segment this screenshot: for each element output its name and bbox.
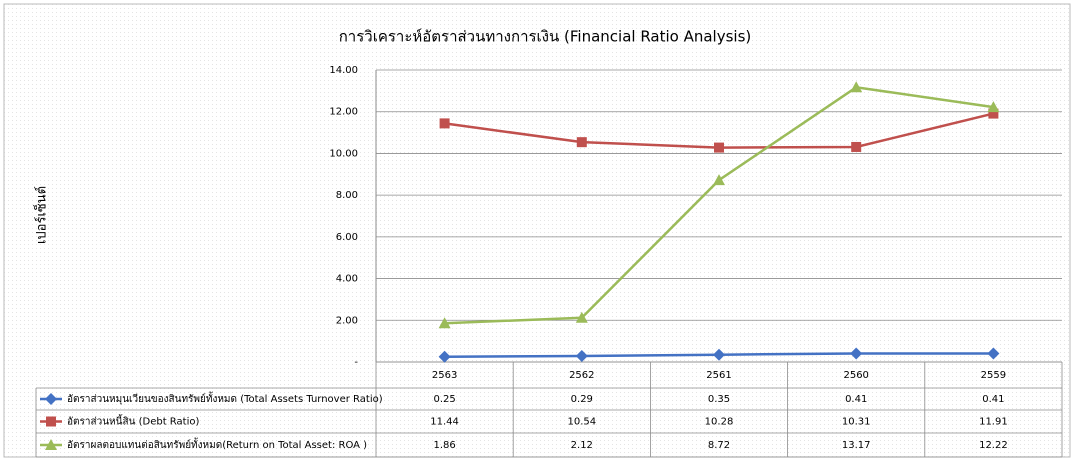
marker: [46, 416, 56, 427]
x-tick-label: 2561: [706, 370, 731, 381]
marker: [713, 348, 725, 361]
y-tick-label: 6.00: [336, 232, 358, 243]
table-value: 8.72: [708, 440, 730, 451]
marker: [438, 350, 451, 363]
marker: [988, 108, 999, 119]
table-value: 10.28: [705, 417, 734, 428]
legend-label: อัตราส่วนหนี้สิน (Debt Ratio): [67, 414, 199, 428]
marker: [987, 101, 1000, 113]
marker: [576, 137, 587, 148]
marker: [439, 118, 450, 129]
marker: [575, 311, 588, 323]
x-tick-label: 2562: [569, 370, 594, 381]
marker: [438, 317, 451, 329]
y-tick-label: 10.00: [329, 148, 358, 159]
marker: [45, 439, 57, 450]
y-tick-label: -: [354, 357, 358, 368]
chart-frame: [3, 3, 1071, 458]
x-tick-label: 2563: [432, 370, 457, 381]
legend-label: อัตราส่วนหมุนเวียนของสินทรัพย์ทั้งหมด (T…: [67, 391, 383, 405]
table-value: 12.22: [979, 440, 1008, 451]
table-value: 0.35: [708, 394, 730, 405]
y-tick-label: 12.00: [329, 107, 358, 118]
y-axis-title: เปอร์เซ็นต์: [32, 186, 50, 244]
x-tick-label: 2559: [981, 370, 1006, 381]
marker: [987, 347, 1000, 360]
table-value: 11.44: [430, 417, 459, 428]
table-value: 10.31: [842, 417, 871, 428]
table-value: 0.25: [433, 394, 455, 405]
table-value: 1.86: [433, 440, 455, 451]
table-value: 0.29: [571, 394, 593, 405]
marker: [714, 142, 724, 153]
marker: [850, 347, 863, 360]
x-tick-label: 2560: [843, 370, 868, 381]
y-tick-label: 2.00: [336, 315, 358, 326]
marker: [851, 141, 862, 152]
legend-label: อัตราผลตอบแทนต่อสินทรัพย์ทั้งหมด(Return …: [67, 437, 367, 451]
y-tick-label: 8.00: [336, 190, 358, 201]
marker: [575, 349, 588, 362]
table-value: 2.12: [571, 440, 593, 451]
chart-title: การวิเคราะห์อัตราส่วนทางการเงิน (Financi…: [339, 28, 752, 46]
marker: [850, 81, 863, 93]
table-value: 11.91: [979, 417, 1008, 428]
table-value: 0.41: [982, 394, 1004, 405]
y-tick-label: 14.00: [329, 65, 358, 76]
table-value: 10.54: [567, 417, 596, 428]
marker: [45, 393, 57, 405]
table-value: 0.41: [845, 394, 867, 405]
table-value: 13.17: [842, 440, 871, 451]
marker: [713, 174, 725, 186]
y-tick-label: 4.00: [336, 274, 358, 285]
